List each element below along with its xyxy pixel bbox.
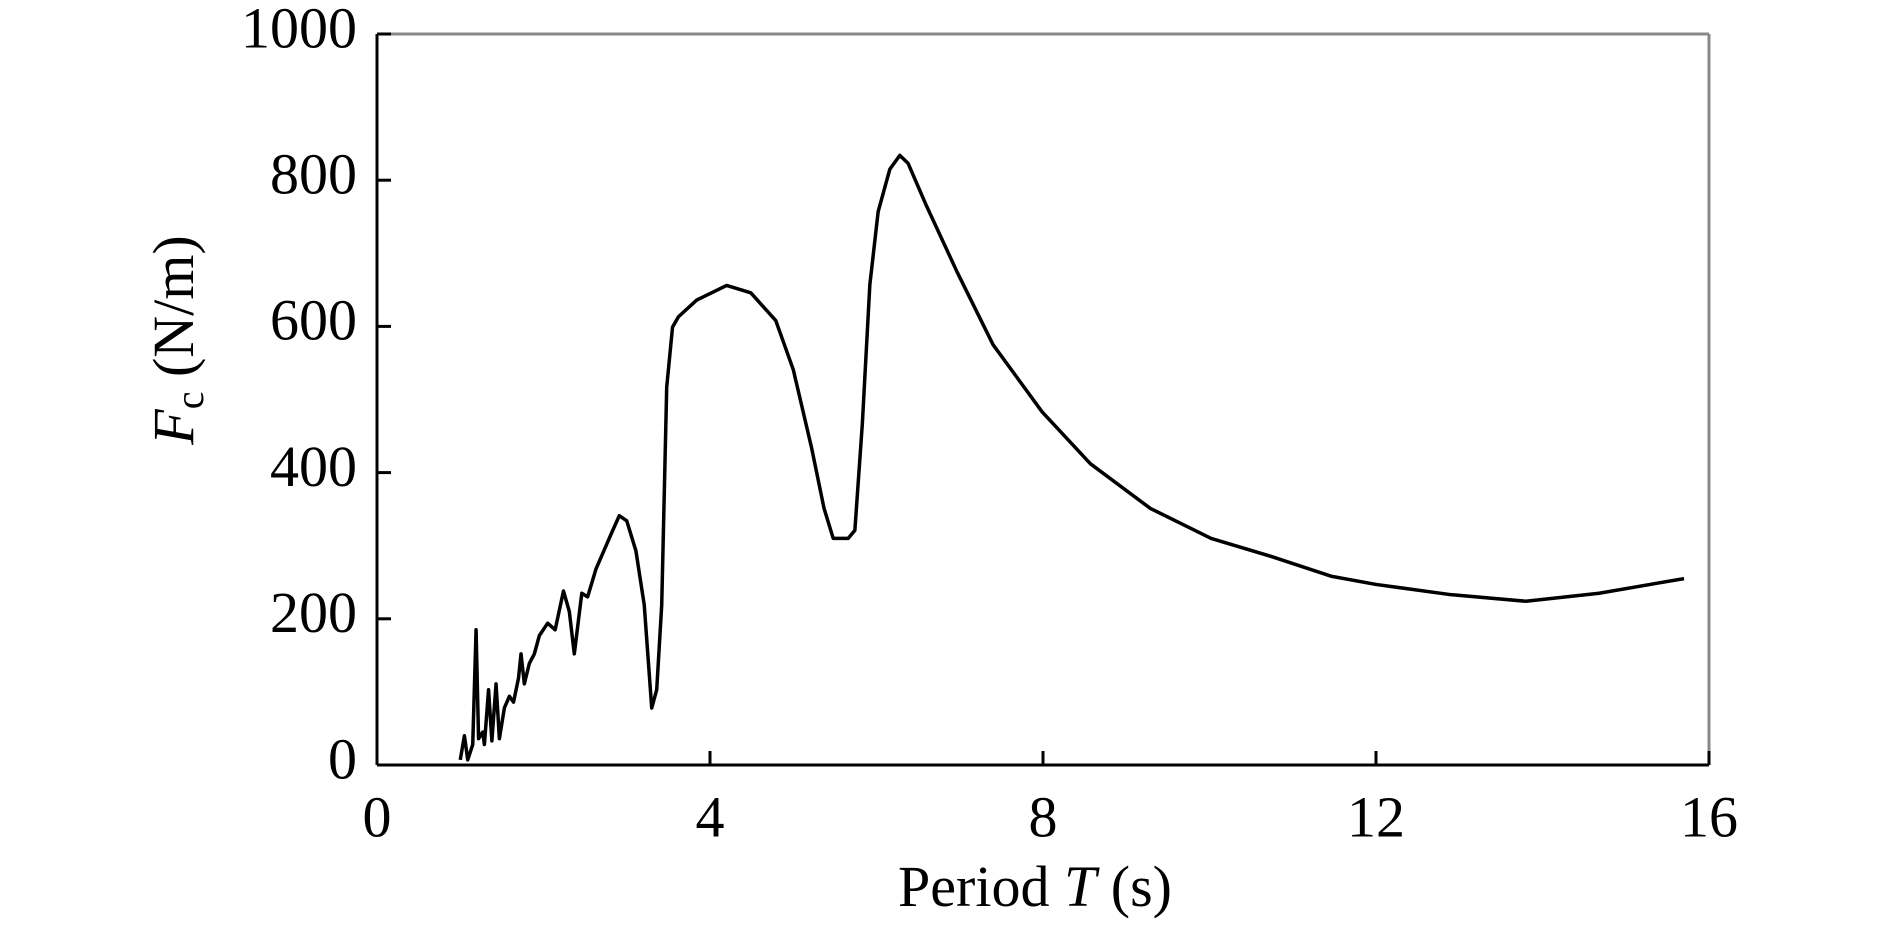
y-tick-label: 600 (270, 288, 357, 353)
x-tick-label: 8 (1029, 784, 1058, 849)
y-axis-label: Fc (N/m) (141, 235, 212, 445)
x-tick-label: 4 (696, 784, 725, 849)
y-tick-label: 0 (328, 726, 357, 791)
y-tick-label: 400 (270, 434, 357, 499)
y-tick-label: 800 (270, 142, 357, 207)
y-label-unit: (N/m) (141, 235, 206, 391)
x-label-text: Period (898, 854, 1064, 919)
x-tick-label: 16 (1680, 784, 1738, 849)
x-label-var: T (1064, 854, 1100, 919)
data-line (458, 153, 1685, 762)
x-tick-label: 12 (1347, 784, 1405, 849)
y-label-sub: c (167, 392, 212, 410)
x-tick-label: 0 (363, 784, 392, 849)
y-label-var: F (141, 409, 206, 446)
x-axis-label: Period T (s) (898, 854, 1172, 919)
y-tick-label: 200 (270, 580, 357, 645)
y-tick-label: 1000 (241, 0, 357, 60)
x-label-unit: (s) (1096, 854, 1172, 919)
